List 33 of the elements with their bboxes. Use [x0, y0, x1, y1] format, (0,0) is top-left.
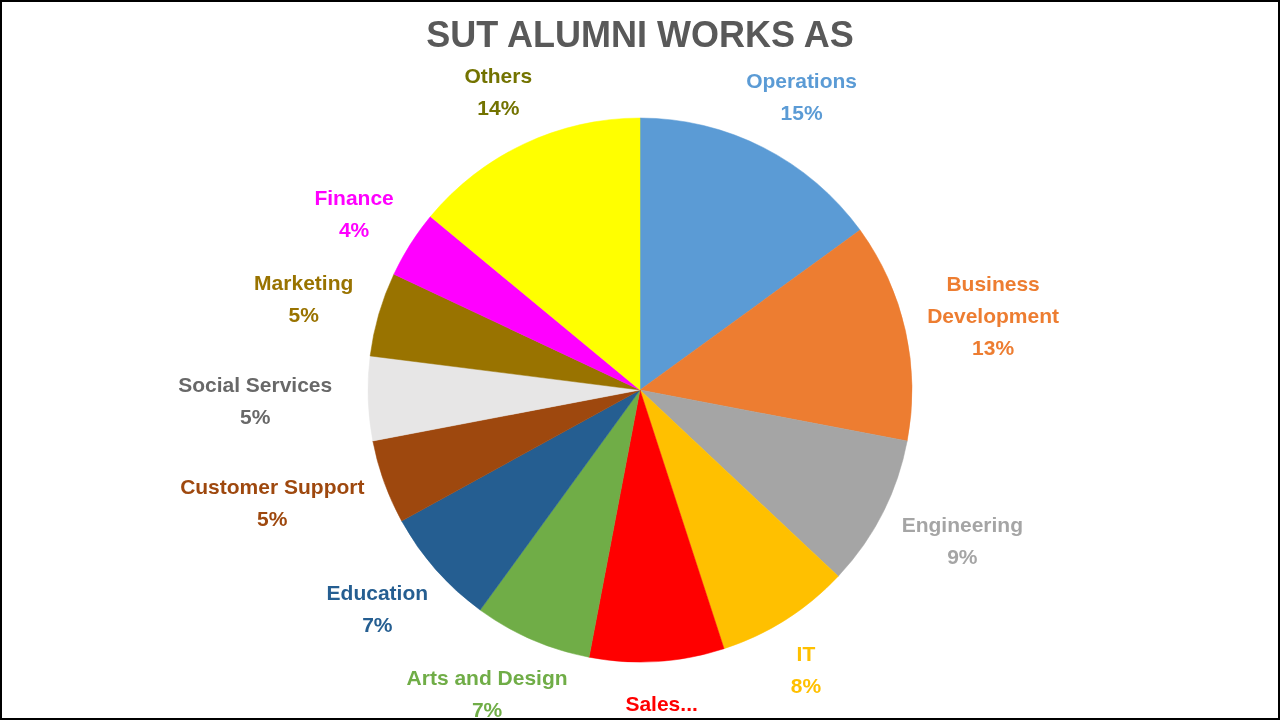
- slice-label: IT: [796, 641, 816, 665]
- pie-slice: [588, 389, 725, 662]
- data-label: 9%: [947, 544, 978, 568]
- data-label: 13%: [972, 335, 1015, 359]
- pie-slice: [393, 216, 641, 391]
- data-label: 5%: [257, 506, 288, 530]
- pie-slice: [367, 355, 641, 442]
- slice-label: Arts and Design: [406, 665, 568, 689]
- data-label: 7%: [471, 697, 503, 720]
- data-label: 5%: [288, 302, 320, 326]
- slice-label: Social Services: [178, 373, 333, 397]
- slice-label: Others: [464, 64, 533, 88]
- slice-label: Sales...: [625, 692, 698, 716]
- slice-label: Finance: [314, 186, 394, 210]
- slice-label: Customer Support: [180, 474, 365, 498]
- pie-slice: [430, 117, 641, 391]
- slice-label: Operations: [746, 68, 858, 92]
- data-label: 14%: [477, 96, 520, 120]
- data-label: 7%: [362, 613, 393, 637]
- pie-slice: [479, 389, 641, 658]
- slice-label: Engineering: [901, 512, 1024, 536]
- data-label: 4%: [338, 218, 370, 242]
- slice-label: Business Development: [927, 271, 1060, 327]
- data-label: 5%: [240, 405, 271, 429]
- data-label: 15%: [780, 100, 823, 124]
- slice-label: Marketing: [254, 270, 354, 294]
- pie-slice: [369, 273, 641, 391]
- chart-title: SUT ALUMNI WORKS AS: [425, 14, 855, 56]
- data-label: 8%: [790, 673, 822, 697]
- pie-slice: [639, 389, 839, 649]
- slice-label: Education: [326, 581, 429, 605]
- pie-slice: [639, 229, 912, 442]
- pie-slice: [372, 389, 641, 522]
